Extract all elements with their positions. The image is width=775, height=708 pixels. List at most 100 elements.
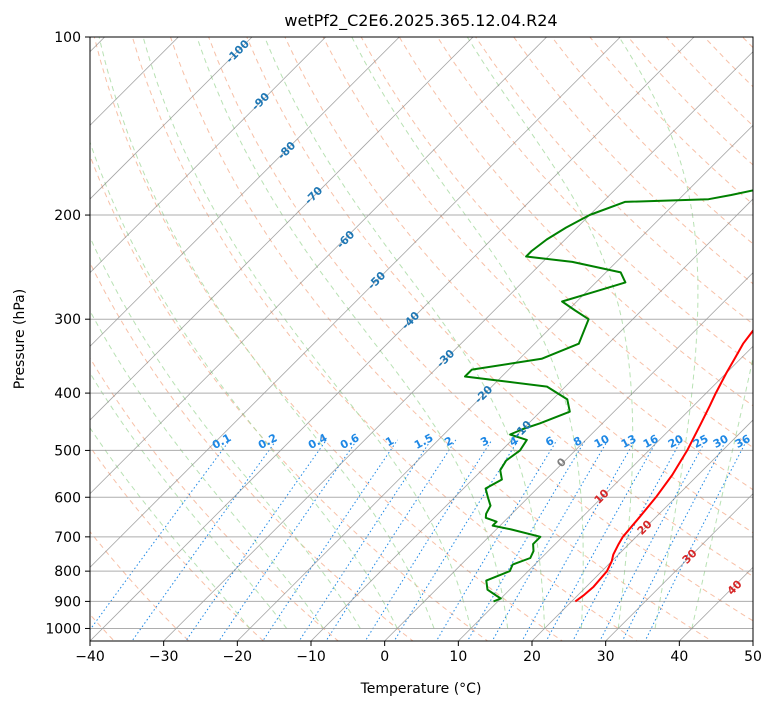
mixing-ratio-label: 0.4 xyxy=(306,431,330,452)
grid-lines xyxy=(90,37,753,641)
mixing-ratio-label: 8 xyxy=(571,434,584,449)
moist-adiabat xyxy=(90,426,251,629)
mixing-ratio-label: 0.6 xyxy=(338,431,362,452)
isotherm xyxy=(531,419,753,641)
y-axis: 100 200 300 400 500 600 700 800 900 1000 xyxy=(45,30,90,637)
x-tick-label: 30 xyxy=(597,649,615,665)
dry-adiabat xyxy=(398,37,753,407)
mixing-ratio-line xyxy=(325,439,457,641)
isotherm xyxy=(605,493,753,641)
dry-adiabat-label: 10 xyxy=(592,486,612,506)
profiles xyxy=(464,189,753,603)
dewpoint-line xyxy=(464,189,753,603)
dry-adiabat xyxy=(90,261,414,641)
moist-adiabat xyxy=(98,37,435,629)
dry-adiabat-label: 0 xyxy=(554,455,569,470)
x-tick-label: 40 xyxy=(670,649,688,665)
dry-adiabat-label: -60 xyxy=(334,228,357,251)
isotherm xyxy=(163,51,753,641)
mixing-ratio-line xyxy=(218,439,358,641)
x-axis: −40 −30 −20 −10 0 10 20 30 40 50 xyxy=(75,641,762,665)
mixing-ratio-line xyxy=(435,439,558,641)
x-tick-label: −20 xyxy=(223,649,253,665)
dry-adiabat xyxy=(360,37,753,449)
mixing-ratio-line xyxy=(621,439,727,641)
y-axis-label: Pressure (hPa) xyxy=(12,289,28,389)
mixing-ratio-label: 0.1 xyxy=(210,431,233,452)
y-tick-label: 100 xyxy=(54,30,81,46)
moist-adiabat xyxy=(351,37,584,629)
isotherm xyxy=(236,124,753,641)
moist-adiabat xyxy=(264,37,545,629)
x-tick-label: 50 xyxy=(744,649,762,665)
mixing-ratio-label: 30 xyxy=(711,432,731,451)
y-tick-label: 300 xyxy=(54,312,81,328)
dry-adiabat xyxy=(513,37,753,285)
mixing-ratio-line xyxy=(644,439,748,641)
dry-adiabat xyxy=(475,37,753,325)
isotherm xyxy=(90,37,400,347)
mixing-ratio-label: 2 xyxy=(442,434,455,449)
moist-adiabat xyxy=(466,37,634,629)
mixing-ratio-label: 36 xyxy=(733,432,753,451)
x-axis-label: Temperature (°C) xyxy=(360,681,482,697)
dry-adiabat-label: -70 xyxy=(302,184,325,207)
x-tick-label: 20 xyxy=(523,649,541,665)
dry-adiabat xyxy=(170,37,713,641)
isotherm xyxy=(457,345,753,641)
mixing-ratio-line xyxy=(262,439,399,641)
isotherm xyxy=(90,37,327,274)
y-tick-label: 800 xyxy=(54,564,81,580)
moist-adiabat xyxy=(691,355,753,629)
mixing-ratio-line xyxy=(364,439,493,641)
y-tick-label: 400 xyxy=(54,386,81,402)
mixing-ratio-label: 10 xyxy=(592,432,612,451)
isotherm xyxy=(90,37,695,641)
mixing-ratio-line xyxy=(599,439,707,641)
isotherm xyxy=(90,37,179,126)
dry-adiabat xyxy=(703,37,753,88)
mixing-ratio-line xyxy=(466,439,586,641)
moist-adiabat xyxy=(142,37,472,629)
mixing-ratio-label: 20 xyxy=(666,432,686,451)
dry-adiabat xyxy=(322,37,753,491)
mixing-ratio-label: 25 xyxy=(691,432,711,451)
chart-title: wetPf2_C2E6.2025.365.12.04.R24 xyxy=(284,11,557,31)
x-tick-label: −10 xyxy=(296,649,326,665)
y-tick-label: 700 xyxy=(54,530,81,546)
mixing-ratio-line xyxy=(572,439,682,641)
background-lines xyxy=(90,37,753,641)
mixing-ratio-label: 1.5 xyxy=(412,431,435,452)
isotherm xyxy=(384,272,753,641)
mixing-ratio-line xyxy=(298,439,432,641)
moist-adiabat xyxy=(196,37,509,629)
dry-adiabat xyxy=(284,37,753,534)
dry-adiabat xyxy=(90,154,489,641)
dry-adiabat xyxy=(90,445,265,641)
y-tick-label: 1000 xyxy=(45,621,81,637)
dry-adiabat-label: 40 xyxy=(725,577,745,597)
mixing-ratio-line xyxy=(521,439,636,641)
y-tick-label: 500 xyxy=(54,443,81,459)
x-tick-label: −40 xyxy=(75,649,105,665)
temperature-line xyxy=(574,329,753,603)
moist-adiabat xyxy=(90,236,361,629)
mixing-ratio-line xyxy=(545,439,658,641)
mixing-ratio-label: 16 xyxy=(641,432,661,451)
x-tick-label: 0 xyxy=(380,649,389,665)
dry-adiabat xyxy=(742,37,753,49)
dry-adiabat xyxy=(246,37,753,577)
isotherm xyxy=(90,37,253,200)
moist-adiabat xyxy=(618,37,699,629)
isotherm xyxy=(90,37,548,495)
mixing-ratio-label: 6 xyxy=(543,434,556,449)
isotherm xyxy=(310,198,753,641)
y-tick-label: 200 xyxy=(54,208,81,224)
dry-adiabat xyxy=(90,357,339,641)
moist-adiabat xyxy=(90,140,398,629)
mixing-ratio-line xyxy=(131,439,278,641)
mixing-ratio-label: 3 xyxy=(478,434,491,449)
isotherm xyxy=(90,37,474,421)
plot-frame xyxy=(89,36,754,642)
